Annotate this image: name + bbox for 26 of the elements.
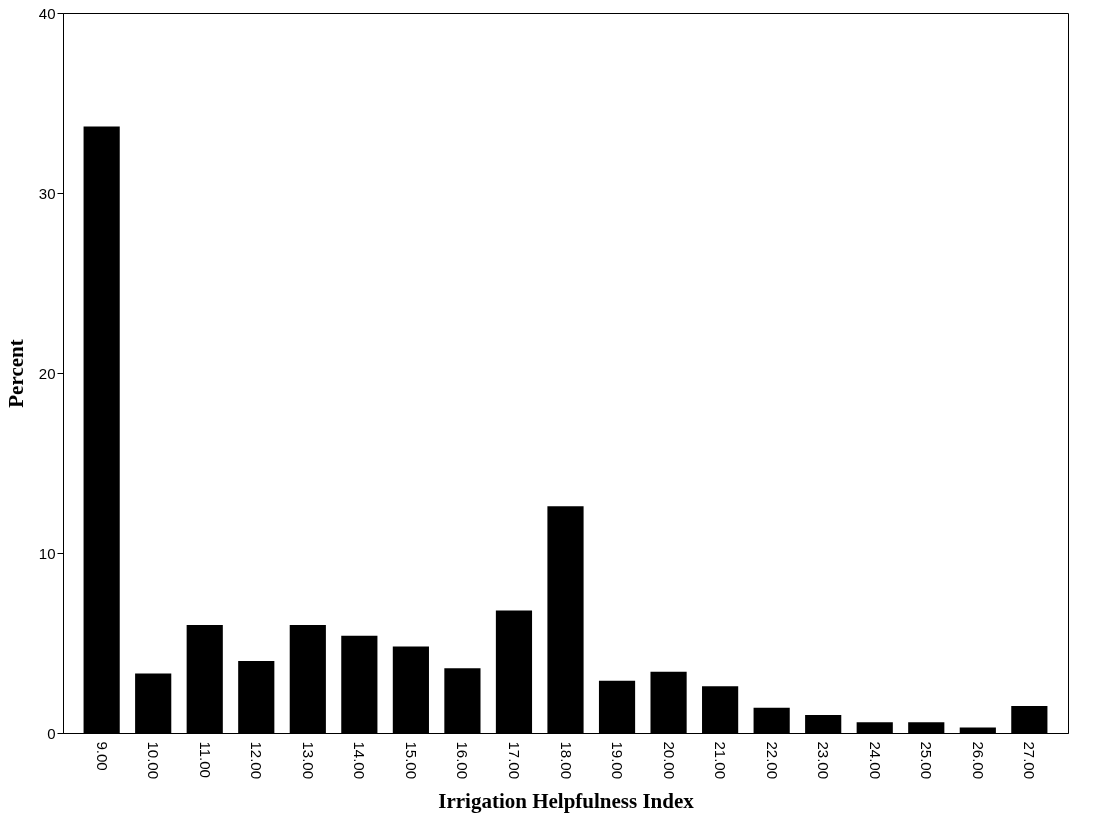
y-tick-label: 0	[47, 724, 56, 742]
x-tick-label: 14.00	[351, 741, 369, 780]
x-tick-label: 21.00	[712, 741, 730, 780]
x-tick-label: 12.00	[248, 741, 266, 780]
y-tick-label: 10	[38, 544, 56, 562]
x-tick-label: 15.00	[402, 741, 420, 780]
x-tick-label: 11.00	[196, 741, 214, 778]
y-axis-title: Percent	[3, 339, 28, 408]
x-tick-label: 10.00	[145, 741, 163, 780]
x-tick-label: 25.00	[918, 741, 936, 780]
y-tick-label: 20	[38, 364, 56, 382]
x-tick-label: 16.00	[454, 741, 472, 780]
x-tick-label: 24.00	[866, 741, 884, 780]
x-tick-label: 23.00	[815, 741, 833, 780]
x-tick-label: 20.00	[660, 741, 678, 780]
x-tick-label: 26.00	[969, 741, 987, 780]
x-tick-label: 27.00	[1021, 741, 1039, 780]
x-tick-label: 19.00	[609, 741, 627, 780]
x-tick-label: 18.00	[557, 741, 575, 780]
x-axis-title: Irrigation Helpfulness Index	[438, 789, 695, 814]
x-tick-label: 22.00	[763, 741, 781, 780]
x-tick-label: 13.00	[299, 741, 317, 780]
x-tick-label: 9.00	[93, 741, 111, 771]
y-tick-label: 30	[38, 184, 56, 202]
y-tick-label: 40	[38, 4, 56, 22]
x-tick-label: 17.00	[505, 741, 523, 780]
